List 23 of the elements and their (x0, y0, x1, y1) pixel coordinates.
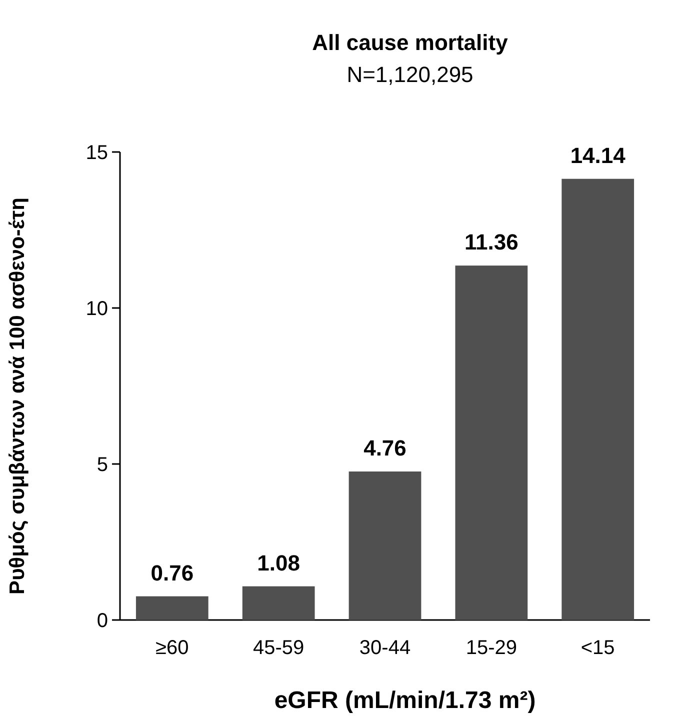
chart-title: All cause mortality (312, 30, 509, 55)
data-label: 14.14 (570, 142, 626, 168)
data-label: 11.36 (464, 230, 518, 255)
y-tick-label: 15 (86, 142, 108, 164)
bar (348, 471, 422, 620)
y-axis-title: Ρυθμός συμβάντων ανά 100 ασθενο-έτη (6, 198, 29, 594)
x-tick-label: <15 (580, 637, 615, 659)
data-label: 0.76 (150, 560, 194, 586)
x-tick-label: ≥60 (156, 637, 189, 659)
y-tick-label: 10 (86, 298, 108, 320)
bar (455, 266, 528, 620)
y-tick-label: 0 (96, 610, 108, 632)
bar (242, 586, 315, 620)
y-tick-label: 5 (96, 454, 108, 476)
bar (562, 178, 634, 620)
data-label: 1.08 (257, 550, 300, 576)
x-tick-label: 15-29 (466, 637, 518, 659)
x-tick-label: 45-59 (252, 637, 304, 659)
bar (136, 596, 208, 620)
x-tick-label: 30-44 (359, 637, 411, 659)
x-axis-title: eGFR (mL/min/1.73 m²) (274, 687, 536, 714)
chart-subtitle: N=1,120,295 (346, 62, 474, 87)
data-label: 4.76 (364, 435, 406, 460)
